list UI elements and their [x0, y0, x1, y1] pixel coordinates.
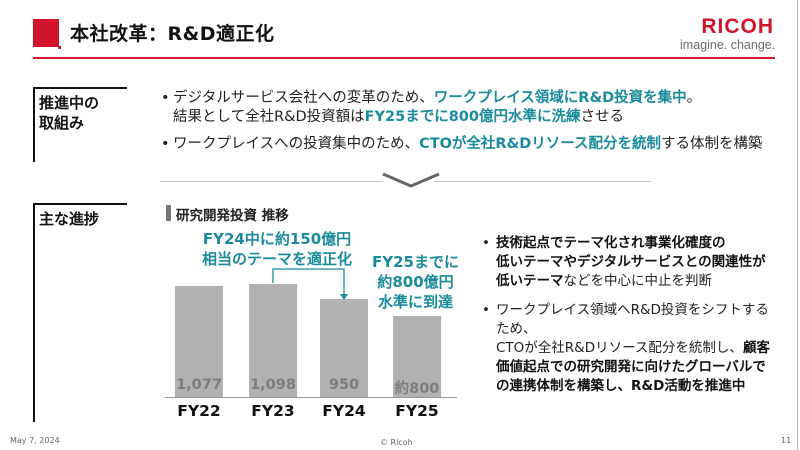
bar-fy23 [249, 284, 297, 397]
bullet-highlight: FY25までに800億円水準に洗練 [364, 109, 581, 125]
slide-edge [797, 0, 798, 450]
section-label-initiatives: 推進中の 取組み [39, 93, 99, 133]
annotation-fy24-reduction: FY24中に約150億円 相当のテーマを適正化 [202, 229, 352, 269]
bar-value-fy22: 1,077 [176, 377, 222, 393]
footer-copyright: © Ricoh [380, 438, 413, 447]
bullet-text: ワークプレイスへの投資集中のため、 [173, 136, 420, 152]
bullet-text: 顧客 [742, 340, 770, 356]
logo-tagline: imagine. change. [680, 38, 776, 52]
bullet-item: デジタルサービス会社への変革のため、ワークプレイス領域にR&D投資を集中。 [161, 89, 783, 108]
bullet-highlight: ワークプレイス領域にR&D投資を集中 [433, 90, 687, 106]
bullet-text: の連携体制を構築し、R&D活動を推進中 [496, 378, 746, 394]
bar-fy22 [175, 286, 223, 397]
section-label-line: 取組み [39, 114, 85, 132]
bullet-item: ワークプレイスへの投資集中のため、CTOが全社R&Dリソース配分を統制する体制を… [161, 135, 783, 154]
logo-wordmark: RICOH [701, 15, 774, 38]
annotation-line: 相当のテーマを適正化 [202, 250, 353, 268]
bar-fy24 [320, 299, 368, 397]
section-label-progress: 主な進捗 [39, 210, 100, 228]
bar-value-fy25: 約800 [394, 381, 440, 397]
x-label-fy24: FY24 [322, 402, 366, 420]
bullet-text: させる [580, 109, 624, 125]
annotation-line: 水準に到達 [377, 293, 453, 311]
annotation-line: FY25までに [372, 253, 459, 271]
section-divider-left [160, 181, 383, 182]
bullet-item: • 技術起点でテーマ化され事業化確度の 低いテーマやデジタルサービスとの関連性が… [482, 234, 782, 291]
footer-date: May 7, 2024 [10, 436, 60, 445]
bullet-text: 結果として全社R&D投資額は [173, 109, 365, 125]
chart-title-marker [166, 205, 171, 221]
progress-bullets: • 技術起点でテーマ化され事業化確度の 低いテーマやデジタルサービスとの関連性が… [482, 234, 782, 396]
bullet-item: • ワークプレイス領域へR&D投資をシフトするため、 CTOが全社R&Dリソース… [482, 301, 782, 396]
section-label-box-progress: 主な進捗 [33, 203, 127, 422]
bullet-text: 。 [686, 90, 702, 106]
annotation-line: 約800億円 [377, 273, 454, 291]
bullet-text: 技術起点でテーマ化され事業化確度の [496, 235, 726, 251]
bullet-text: する体制を構築 [661, 136, 763, 152]
annotation-fy25-target: FY25までに 約800億円 水準に到達 [372, 252, 459, 312]
bullet-continuation: 結果として全社R&D投資額はFY25までに800億円水準に洗練させる [163, 108, 783, 127]
x-label-fy22: FY22 [177, 402, 221, 420]
ricoh-logo: RICOH imagine. change. [680, 15, 776, 53]
chevron-down-icon [382, 172, 440, 188]
x-label-fy23: FY23 [251, 402, 295, 420]
initiatives-bullets: デジタルサービス会社への変革のため、ワークプレイス領域にR&D投資を集中。 結果… [161, 89, 783, 154]
bullet-text: 低いテーマやデジタルサービスとの関連性が [496, 254, 766, 270]
header-divider [33, 57, 775, 59]
bullet-dot-icon: • [482, 235, 490, 251]
section-divider-right [434, 181, 652, 182]
bullet-text: ワークプレイス領域へR&D投資をシフトするため、 [496, 302, 769, 337]
chart-title: 研究開発投資 推移 [176, 208, 289, 224]
page-number: 11 [781, 436, 792, 445]
bullet-text: CTOが全社R&Dリソース配分を統制し、 [496, 340, 743, 356]
bullet-highlight: CTOが全社R&Dリソース配分を統制 [419, 136, 662, 152]
chart-baseline [165, 397, 457, 398]
bullet-dot-icon: • [482, 302, 490, 318]
bullet-text: 価値起点での研究開発に向けたグローバルで [496, 359, 766, 375]
bullet-text: などを中心に中止を判断 [563, 273, 713, 289]
title-accent-square [33, 19, 61, 49]
bar-value-fy24: 950 [328, 377, 360, 393]
page-title: 本社改革：R&D適正化 [70, 23, 275, 45]
annotation-arrow-icon [272, 268, 348, 300]
x-label-fy25: FY25 [395, 402, 439, 420]
annotation-line: FY24中に約150億円 [202, 230, 352, 248]
bar-value-fy23: 1,098 [250, 377, 296, 393]
bar-fy25 [393, 316, 441, 397]
bullet-text: 低いテーマ [496, 273, 564, 289]
section-label-line: 推進中の [39, 94, 100, 112]
section-label-box-initiatives: 推進中の 取組み [33, 87, 127, 162]
bullet-text: デジタルサービス会社への変革のため、 [173, 90, 434, 106]
